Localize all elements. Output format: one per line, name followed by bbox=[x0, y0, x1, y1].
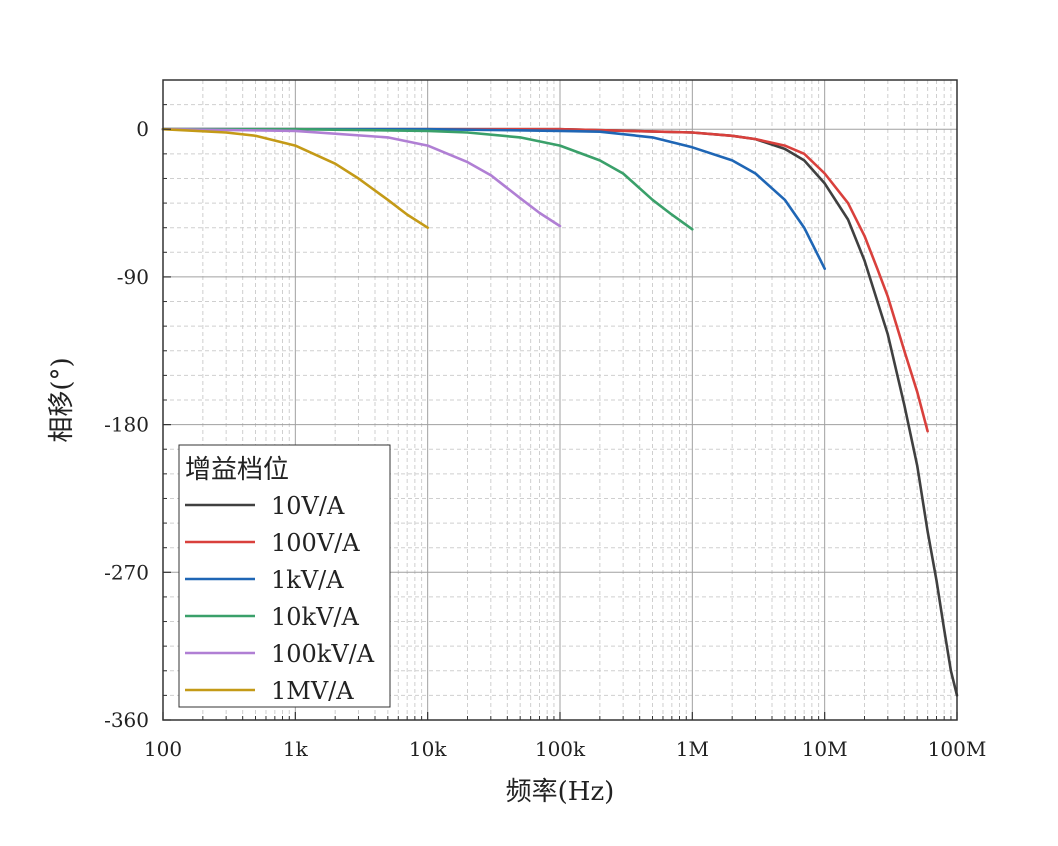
y-tick-label: -270 bbox=[104, 560, 149, 584]
x-tick-label: 100M bbox=[928, 737, 987, 761]
tick-labels: 100 1k 10k 100k 1M 10M 100M 0 -90 -180 -270 -360 bbox=[104, 117, 986, 761]
series-line-10kV/A bbox=[161, 127, 694, 231]
series-line-100V/A bbox=[161, 127, 929, 433]
legend-items: 10V/A 100V/A 1kV/A 10kV/A 100kV/A 1MV/A bbox=[185, 492, 375, 705]
legend-label: 100V/A bbox=[271, 529, 360, 557]
legend-label: 1MV/A bbox=[271, 677, 354, 705]
x-tick-label: 100k bbox=[535, 737, 586, 761]
series-line-1kV/A bbox=[161, 127, 827, 271]
y-tick-label: 0 bbox=[136, 117, 149, 141]
y-tick-label: -90 bbox=[117, 265, 149, 289]
legend-box bbox=[178, 444, 391, 708]
legend: 增益档位 10V/A 100V/A 1kV/A 10kV/A 100kV/A 1MV/A bbox=[178, 444, 391, 708]
x-tick-label: 10M bbox=[802, 737, 848, 761]
series-line-1MV/A bbox=[161, 127, 430, 229]
series-layer bbox=[161, 127, 959, 697]
legend-label: 10kV/A bbox=[271, 603, 360, 631]
y-tick-label: -360 bbox=[104, 708, 149, 732]
series-line-100kV/A bbox=[161, 127, 562, 228]
legend-title: 增益档位 bbox=[185, 455, 289, 485]
legend-label: 10V/A bbox=[271, 492, 345, 520]
y-axis-title: 相移(°) bbox=[47, 357, 77, 442]
x-tick-label: 10k bbox=[409, 737, 447, 761]
x-tick-label: 1k bbox=[283, 737, 309, 761]
x-tick-label: 100 bbox=[144, 737, 182, 761]
x-tick-label: 1M bbox=[676, 737, 709, 761]
y-tick-label: -180 bbox=[104, 413, 149, 437]
legend-label: 100kV/A bbox=[271, 640, 375, 668]
x-axis-title: 频率(Hz) bbox=[506, 777, 615, 807]
legend-label: 1kV/A bbox=[271, 566, 344, 594]
tick-marks bbox=[162, 79, 958, 721]
